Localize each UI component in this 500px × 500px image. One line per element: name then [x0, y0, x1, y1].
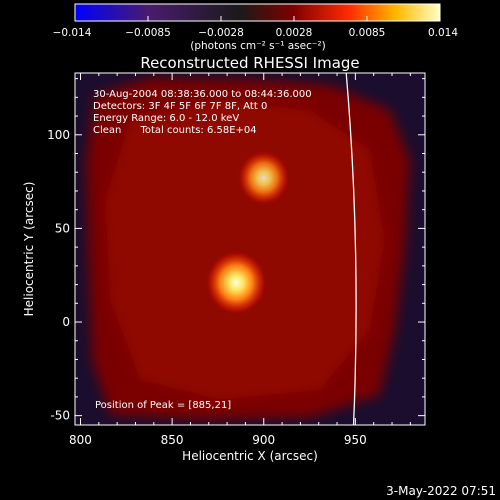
y-tick-label: 100 — [47, 128, 70, 142]
colorbar-tick-label: −0.014 — [53, 27, 92, 39]
emission-core — [105, 100, 385, 400]
annotations: 30-Aug-2004 08:38:36.000 to 08:44:36.000… — [93, 89, 312, 411]
y-tick-label: 0 — [62, 315, 70, 329]
colorbar-tick-label: −0.0085 — [125, 27, 171, 39]
peak-position-label: Position of Peak = [885,21] — [95, 400, 231, 411]
y-tick-label: -50 — [50, 409, 70, 423]
annotation-time: 30-Aug-2004 08:38:36.000 to 08:44:36.000 — [93, 89, 312, 100]
x-tick-label: 950 — [344, 433, 367, 447]
colorbar-tick-label: 0.014 — [428, 27, 458, 39]
annotation-counts: Clean Total counts: 6.58E+04 — [93, 125, 257, 136]
annotation-energy: Energy Range: 6.0 - 12.0 keV — [93, 113, 239, 124]
colorbar-tick-label: 0.0028 — [276, 27, 313, 39]
plot-frame — [74, 72, 426, 426]
colorbar-ticks: −0.014 −0.0085 −0.0028 0.0028 0.0085 0.014 — [53, 16, 458, 39]
x-tick-label: 900 — [252, 433, 275, 447]
y-axis: -50 0 50 100 — [47, 78, 425, 423]
source-2 — [237, 150, 290, 205]
chart-title: Reconstructed RHESSI Image — [140, 54, 359, 72]
colorbar-label: (photons cm⁻² s⁻¹ asec⁻²) — [190, 40, 325, 52]
x-tick-label: 800 — [69, 433, 92, 447]
image-area — [75, 73, 425, 425]
sources — [205, 150, 290, 315]
colorbar-tick-label: −0.0028 — [198, 27, 244, 39]
timestamp: 3-May-2022 07:51 — [386, 484, 496, 498]
colorbar-tick-label: 0.0085 — [349, 27, 386, 39]
source-1 — [205, 250, 267, 315]
annotation-detectors: Detectors: 3F 4F 5F 6F 7F 8F, Att 0 — [93, 101, 267, 112]
colorbar — [74, 3, 441, 22]
x-axis: 800 850 900 950 — [69, 73, 411, 447]
x-axis-label: Heliocentric X (arcsec) — [182, 449, 318, 463]
y-tick-label: 50 — [55, 221, 70, 235]
solar-limb — [345, 73, 357, 425]
y-axis-label: Heliocentric Y (arcsec) — [22, 182, 36, 317]
x-tick-label: 850 — [161, 433, 184, 447]
